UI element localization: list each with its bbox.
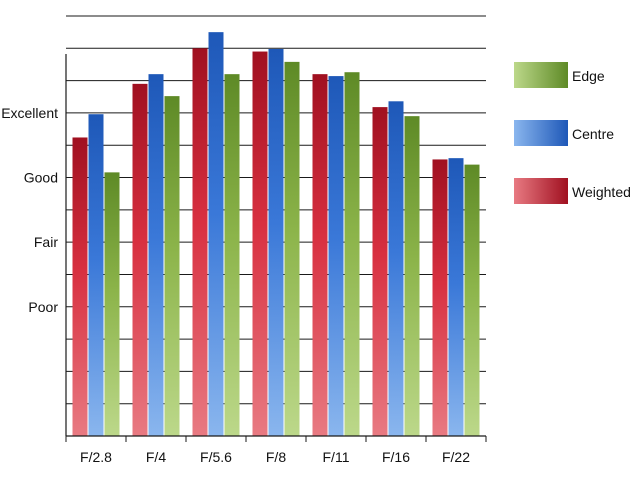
y-tick-label: Fair <box>34 234 58 250</box>
bar-edge-f-5-6 <box>224 74 240 437</box>
axes <box>65 54 487 442</box>
bar-edge-f-8 <box>284 61 300 436</box>
bar-edge-f-22 <box>464 164 480 436</box>
x-tick-label: F/11 <box>323 449 350 465</box>
bar-centre-f-2-8 <box>88 114 104 436</box>
bar-edge-f-11 <box>344 72 360 436</box>
bar-centre-f-5-6 <box>208 32 224 437</box>
x-tick-label: F/4 <box>146 449 166 465</box>
legend-label-weighted: Weighted <box>572 184 631 200</box>
bar-marks <box>72 32 480 437</box>
legend-swatch-weighted <box>514 178 568 204</box>
legend: Edge Centre Weighted <box>514 62 631 204</box>
legend-swatch-edge <box>514 62 568 88</box>
x-tick-label: F/8 <box>266 449 286 465</box>
bar-centre-f-22 <box>448 158 464 436</box>
bar-weighted-f-16 <box>372 107 388 436</box>
x-tick-label: F/16 <box>382 449 410 465</box>
bar-weighted-f-11 <box>312 74 328 437</box>
bar-edge-f-16 <box>404 116 420 437</box>
bar-weighted-f-8 <box>252 51 268 437</box>
bar-centre-f-4 <box>148 74 164 437</box>
bar-centre-f-16 <box>388 101 404 437</box>
legend-item-edge: Edge <box>514 62 605 88</box>
x-tick-label: F/5.6 <box>200 449 232 465</box>
bar-edge-f-2-8 <box>104 172 120 436</box>
y-tick-labels: Poor Fair Good Excellent <box>1 105 58 315</box>
x-tick-label: F/2.8 <box>80 449 112 465</box>
legend-item-centre: Centre <box>514 120 614 146</box>
y-tick-label: Poor <box>28 299 58 315</box>
y-tick-label: Excellent <box>1 105 58 121</box>
bar-weighted-f-4 <box>132 83 148 436</box>
bar-weighted-f-22 <box>432 159 448 436</box>
legend-label-centre: Centre <box>572 126 614 142</box>
legend-swatch-centre <box>514 120 568 146</box>
bar-weighted-f-5-6 <box>192 48 208 437</box>
legend-item-weighted: Weighted <box>514 178 631 204</box>
x-tick-labels: F/2.8 F/4 F/5.6 F/8 F/11 F/16 F/22 <box>80 449 470 465</box>
legend-label-edge: Edge <box>572 68 605 84</box>
bar-centre-f-11 <box>328 76 344 436</box>
x-tick-label: F/22 <box>442 449 470 465</box>
y-tick-label: Good <box>24 170 58 186</box>
bar-centre-f-8 <box>268 48 284 436</box>
bar-edge-f-4 <box>164 96 180 436</box>
bar-weighted-f-2-8 <box>72 137 88 436</box>
